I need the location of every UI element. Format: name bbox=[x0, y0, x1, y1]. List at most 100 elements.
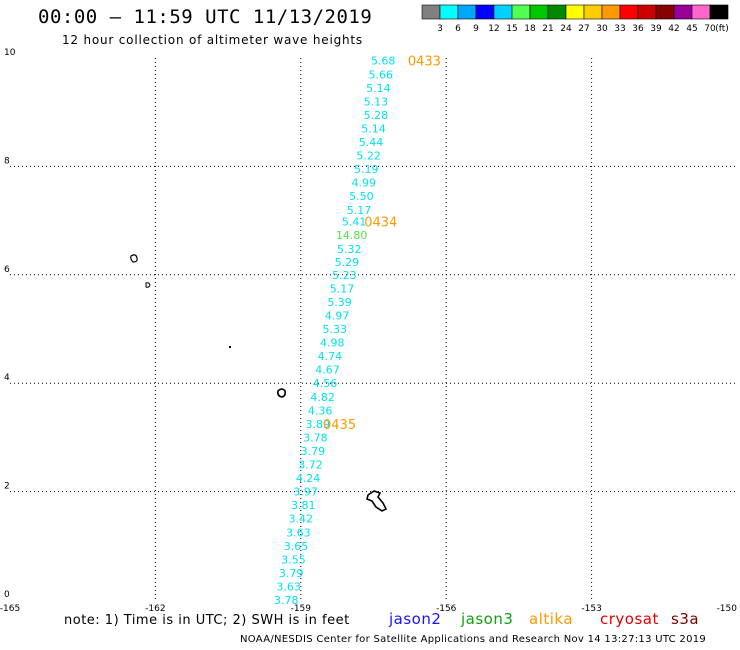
x-tick-label: -159 bbox=[291, 604, 312, 614]
colorbar-swatch bbox=[457, 4, 477, 20]
colorbar-swatch bbox=[583, 4, 603, 20]
y-tick-label: 4 bbox=[4, 373, 10, 383]
swh-value-label: 5.68 bbox=[371, 55, 396, 68]
swh-value-label: 3.89 bbox=[306, 418, 331, 431]
island-hawaii-shape bbox=[366, 490, 388, 512]
y-tick-label: 2 bbox=[4, 482, 10, 492]
swh-value-label: 3.42 bbox=[289, 513, 314, 526]
chart-subtitle: 12 hour collection of altimeter wave hei… bbox=[62, 33, 363, 47]
swh-value-label: 3.65 bbox=[284, 540, 309, 553]
colorbar-swatch bbox=[529, 4, 549, 20]
colorbar-swatch bbox=[475, 4, 495, 20]
colorbar-swatch bbox=[637, 4, 657, 20]
island-molokai-shape bbox=[277, 388, 286, 398]
pass-time-label: 0433 bbox=[408, 55, 441, 70]
colorbar-label: 18 bbox=[524, 24, 536, 34]
y-tick-label: 6 bbox=[4, 265, 10, 275]
swh-value-label: 5.17 bbox=[347, 204, 372, 217]
satellite-altika-label: altika bbox=[529, 610, 574, 628]
colorbar-label: 6 bbox=[455, 24, 461, 34]
footer-credit: NOAA/NESDIS Center for Satellite Applica… bbox=[240, 634, 707, 645]
swh-value-label: 5.32 bbox=[337, 243, 362, 256]
swh-value-label: 5.33 bbox=[322, 323, 347, 336]
pass-time-label: 0435 bbox=[323, 418, 356, 433]
colorbar-label: 70 bbox=[704, 24, 716, 34]
island-oahu-shape bbox=[229, 346, 231, 348]
colorbar-swatch bbox=[619, 4, 639, 20]
colorbar-label: 42 bbox=[668, 24, 679, 34]
swh-value-label: 3.55 bbox=[281, 553, 306, 566]
x-tick-label: -153 bbox=[581, 604, 601, 614]
x-tick-label: -150 bbox=[717, 604, 738, 614]
colorbar-label: 33 bbox=[614, 24, 625, 34]
axis-tick-labels: -165 -162 -159 -156 -153 -150 0 2 4 6 8 10 bbox=[0, 48, 737, 614]
swh-value-label: 3.79 bbox=[279, 567, 304, 580]
swh-value-label: 5.22 bbox=[356, 150, 381, 163]
colorbar-label: 3 bbox=[437, 24, 443, 34]
swh-value-label: 5.41 bbox=[342, 216, 367, 229]
colorbar-label: 45 bbox=[686, 24, 697, 34]
colorbar-swatch bbox=[493, 4, 513, 20]
colorbar-label: 21 bbox=[542, 24, 553, 34]
swh-value-label: 3.97 bbox=[293, 486, 318, 499]
colorbar-label: 15 bbox=[506, 24, 517, 34]
swh-value-label: 14.80 bbox=[336, 229, 368, 242]
colorbar-swatch bbox=[511, 4, 531, 20]
colorbar-swatch bbox=[565, 4, 585, 20]
colorbar-swatch bbox=[601, 4, 621, 20]
y-tick-label: 10 bbox=[4, 48, 16, 58]
swh-value-label: 3.78 bbox=[303, 431, 328, 444]
swh-value-label: 5.66 bbox=[369, 68, 394, 81]
satellite-s3a-label: s3a bbox=[671, 610, 700, 628]
colorbar-swatch bbox=[421, 4, 441, 20]
x-tick-label: -156 bbox=[436, 604, 457, 614]
pass-time-label: 0434 bbox=[364, 216, 397, 231]
colorbar-swatch bbox=[673, 4, 693, 20]
swh-value-label: 4.67 bbox=[315, 364, 340, 377]
colorbar-swatch bbox=[547, 4, 567, 20]
colorbar-swatch bbox=[709, 4, 729, 20]
colorbar-label: 24 bbox=[560, 24, 572, 34]
satellite-cryosat-label: cryosat bbox=[600, 610, 659, 628]
swh-value-label: 5.17 bbox=[330, 282, 355, 295]
colorbar-label: 30 bbox=[596, 24, 608, 34]
swh-value-label: 5.39 bbox=[327, 296, 352, 309]
swh-value-label: 3.72 bbox=[298, 459, 323, 472]
swh-value-label: 5.28 bbox=[364, 109, 389, 122]
swh-value-label: 4.82 bbox=[310, 391, 335, 404]
swh-value-label: 5.14 bbox=[361, 122, 386, 135]
swh-value-label: 3.63 bbox=[276, 580, 301, 593]
swh-value-label: 5.13 bbox=[364, 95, 389, 108]
swh-value-label: 5.19 bbox=[354, 163, 379, 176]
swh-value-label: 5.50 bbox=[349, 190, 374, 203]
swh-value-label: 3.63 bbox=[286, 526, 311, 539]
swh-value-label: 4.98 bbox=[320, 337, 345, 350]
chart-title: 00:00 – 11:59 UTC 11/13/2019 bbox=[38, 6, 373, 28]
swh-value-label: 3.79 bbox=[301, 445, 326, 458]
colorbar-swatch bbox=[691, 4, 711, 20]
swh-value-label: 5.23 bbox=[332, 269, 357, 282]
colorbar-swatch bbox=[655, 4, 675, 20]
swh-value-label: 5.14 bbox=[366, 82, 391, 95]
y-tick-label: 0 bbox=[4, 590, 10, 600]
swh-value-label: 4.97 bbox=[325, 309, 350, 322]
island-niihau-shape bbox=[130, 254, 138, 263]
x-tick-label: -162 bbox=[145, 604, 165, 614]
colorbar-label: 36 bbox=[632, 24, 644, 34]
colorbar-legend: 3 6 9 12 15 18 21 24 27 30 33 36 39 42 45 70 (ft) bbox=[421, 4, 729, 34]
swh-value-label: 5.44 bbox=[359, 136, 384, 149]
colorbar-label: 39 bbox=[650, 24, 662, 34]
swh-value-label: 5.29 bbox=[335, 256, 360, 269]
island-outlines bbox=[130, 254, 388, 512]
swh-value-label: 3.81 bbox=[291, 499, 316, 512]
colorbar-label: (ft) bbox=[715, 24, 729, 34]
swh-value-label: 4.24 bbox=[296, 472, 321, 485]
colorbar-label: 9 bbox=[473, 24, 479, 34]
swh-value-label: 4.74 bbox=[318, 350, 343, 363]
swh-value-label: 3.78 bbox=[274, 594, 299, 607]
colorbar-swatch bbox=[439, 4, 459, 20]
satellite-jason3-label: jason3 bbox=[461, 610, 514, 628]
colorbar-label: 12 bbox=[488, 24, 499, 34]
swh-value-label: 4.56 bbox=[313, 377, 338, 390]
